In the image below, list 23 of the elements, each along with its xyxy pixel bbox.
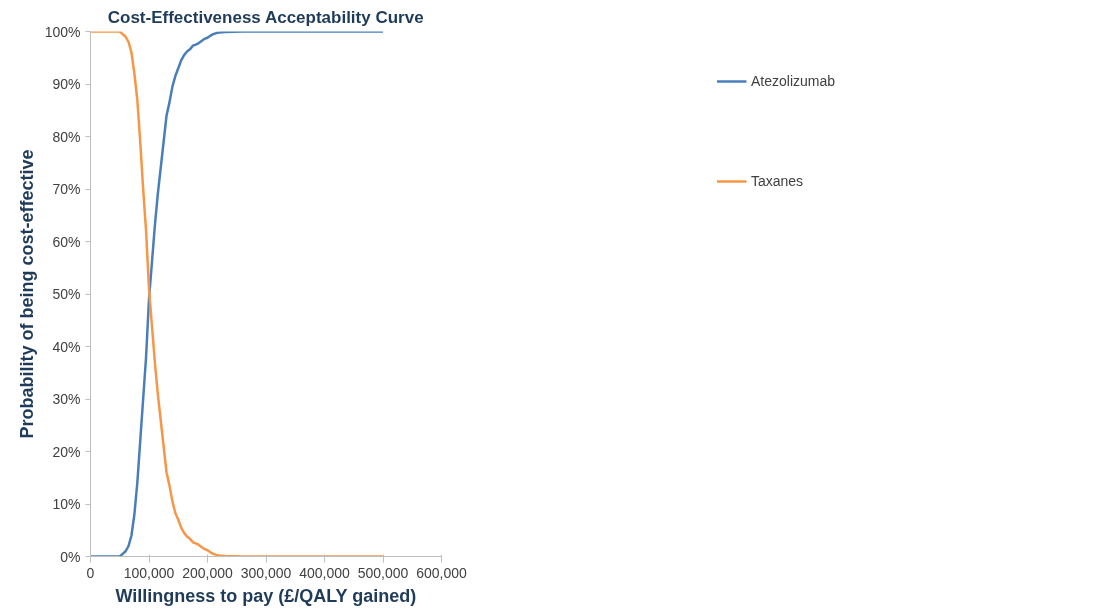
y-tick-label: 30% xyxy=(52,391,81,407)
y-tick-label: 90% xyxy=(52,76,81,92)
y-tick-label: 10% xyxy=(52,496,81,512)
x-tick-label: 400,000 xyxy=(299,564,351,581)
x-axis-title: Willingness to pay (£/QALY gained) xyxy=(115,585,417,606)
legend-label: Taxanes xyxy=(750,173,804,189)
legend-label: Atezolizumab xyxy=(750,73,836,89)
x-tick-label: 600,000 xyxy=(416,564,468,581)
y-axis-title: Probability of being cost-effective xyxy=(16,149,37,439)
y-tick-label: 70% xyxy=(52,181,81,197)
x-tick-label: 200,000 xyxy=(182,564,234,581)
y-tick-label: 20% xyxy=(52,443,81,460)
y-tick-label: 0% xyxy=(60,548,81,565)
y-tick-label: 60% xyxy=(52,233,81,250)
y-tick-label: 100% xyxy=(44,23,81,40)
x-tick-label: 300,000 xyxy=(240,564,292,581)
y-tick-label: 40% xyxy=(52,338,81,355)
y-tick-label: 50% xyxy=(52,286,81,302)
y-tick-label: 80% xyxy=(52,128,81,145)
x-tick-label: 500,000 xyxy=(357,564,409,581)
chart-title: Cost-Effectiveness Acceptability Curve xyxy=(107,7,424,27)
x-tick-label: 100,000 xyxy=(123,564,175,581)
x-tick-label: 0 xyxy=(86,564,95,581)
